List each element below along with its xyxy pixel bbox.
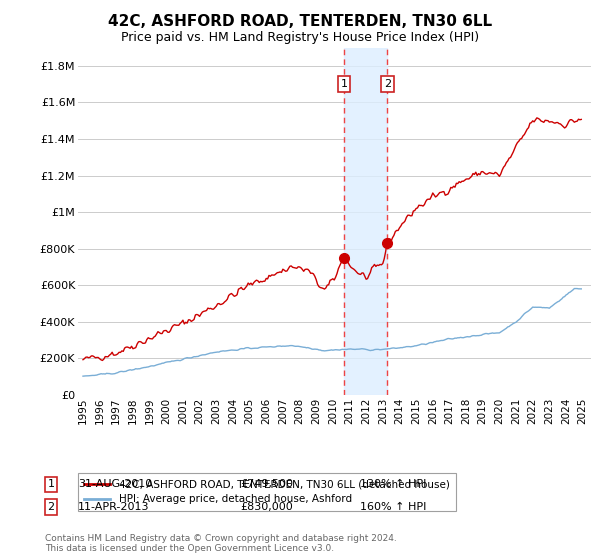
Bar bbox=[344, 48, 388, 395]
Text: £830,000: £830,000 bbox=[240, 502, 293, 512]
Text: 11-APR-2013: 11-APR-2013 bbox=[78, 502, 149, 512]
Text: 31-AUG-2010: 31-AUG-2010 bbox=[78, 479, 152, 489]
Text: 2: 2 bbox=[47, 502, 55, 512]
Text: 160% ↑ HPI: 160% ↑ HPI bbox=[360, 502, 427, 512]
Text: £749,500: £749,500 bbox=[240, 479, 293, 489]
Text: 1: 1 bbox=[47, 479, 55, 489]
Text: Price paid vs. HM Land Registry's House Price Index (HPI): Price paid vs. HM Land Registry's House … bbox=[121, 31, 479, 44]
Text: 42C, ASHFORD ROAD, TENTERDEN, TN30 6LL: 42C, ASHFORD ROAD, TENTERDEN, TN30 6LL bbox=[108, 14, 492, 29]
Text: Contains HM Land Registry data © Crown copyright and database right 2024.
This d: Contains HM Land Registry data © Crown c… bbox=[45, 534, 397, 553]
Legend: 42C, ASHFORD ROAD, TENTERDEN, TN30 6LL (detached house), HPI: Average price, det: 42C, ASHFORD ROAD, TENTERDEN, TN30 6LL (… bbox=[78, 473, 456, 511]
Text: 1: 1 bbox=[340, 79, 347, 89]
Text: 2: 2 bbox=[384, 79, 391, 89]
Text: 130% ↑ HPI: 130% ↑ HPI bbox=[360, 479, 427, 489]
